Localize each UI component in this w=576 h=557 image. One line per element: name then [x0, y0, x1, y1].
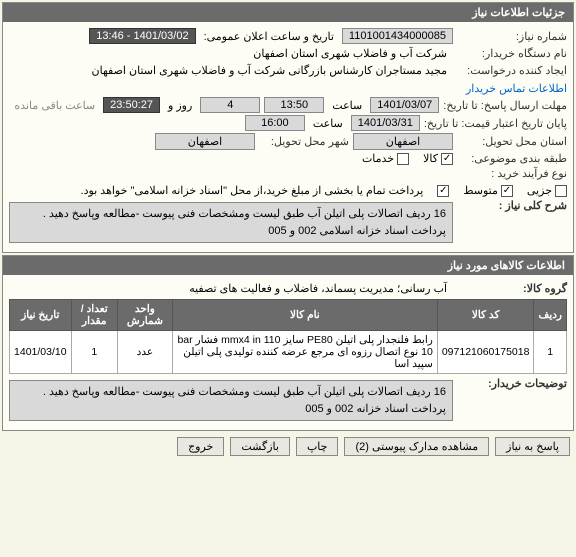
cell-date: 1401/03/10 [10, 331, 72, 374]
jozi-label: جزیی [527, 184, 552, 197]
valid-time: 16:00 [245, 115, 305, 131]
table-header-row: ردیف کد کالا نام کالا واحد شمارش تعداد /… [10, 300, 567, 331]
deadline-label: مهلت ارسال پاسخ: تا تاریخ: [443, 99, 567, 112]
col-unit: واحد شمارش [117, 300, 172, 331]
remain-time: 23:50:27 [103, 97, 160, 113]
group-val: آب رسانی؛ مدیریت پسماند، فاضلاب و فعالیت… [183, 281, 453, 296]
org-label: نام دستگاه خریدار: [457, 47, 567, 60]
reply-button[interactable]: پاسخ به نیاز [495, 437, 570, 456]
announce-label: تاریخ و ساعت اعلان عمومی: [200, 30, 338, 43]
back-button[interactable]: بازگشت [230, 437, 290, 456]
print-button[interactable]: چاپ [296, 437, 339, 456]
checkbox-kala[interactable] [441, 153, 453, 165]
class-lbl: طبقه بندی موضوعی: [457, 152, 567, 165]
need-no-value: 1101001434000085 [342, 28, 453, 44]
col-name: نام کالا [172, 300, 437, 331]
col-code: کد کالا [437, 300, 534, 331]
remain-lbl: ساعت باقی مانده [10, 99, 99, 112]
buy-note: پرداخت تمام یا بخشی از مبلغ خرید،از محل … [81, 184, 424, 197]
action-bar: پاسخ به نیاز مشاهده مدارک پیوستی (2) چاپ… [0, 433, 576, 460]
notes-lbl: توضیحات خریدار: [457, 377, 567, 390]
need-details-panel: جزئیات اطلاعات نیاز شماره نیاز: 11010014… [2, 2, 574, 253]
motevaset-label: متوسط [463, 184, 498, 197]
deadline-time-lbl: ساعت [328, 99, 366, 112]
desc-value: 16 ردیف اتصالات پلی اتیلن آب طبق لیست وم… [9, 202, 453, 243]
cell-unit: عدد [117, 331, 172, 374]
province-need-lbl: استان محل تحویل: [457, 135, 567, 148]
exit-button[interactable]: خروج [177, 437, 224, 456]
attachments-button[interactable]: مشاهده مدارک پیوستی (2) [344, 437, 489, 456]
notes-value: 16 ردیف اتصالات پلی اتیلن آب طبق لیست وم… [9, 380, 453, 421]
checkbox-treasury[interactable] [437, 185, 449, 197]
cell-name: رابط فلنجدار پلی اتیلن PE80 سایز mmx4 in… [172, 331, 437, 374]
deadline-date: 1401/03/07 [370, 97, 439, 113]
col-date: تاریخ نیاز [10, 300, 72, 331]
need-no-label: شماره نیاز: [457, 30, 567, 43]
province-need-val: اصفهان [353, 133, 453, 150]
panel2-header: اطلاعات کالاهای مورد نیاز [3, 256, 573, 275]
table-row[interactable]: 1 097121060175018 رابط فلنجدار پلی اتیلن… [10, 331, 567, 374]
creator-label: ایجاد کننده درخواست: [457, 64, 567, 77]
col-row: ردیف [534, 300, 567, 331]
goods-table: ردیف کد کالا نام کالا واحد شمارش تعداد /… [9, 299, 567, 374]
city-need-val: اصفهان [155, 133, 255, 150]
cell-qty: 1 [71, 331, 117, 374]
cell-code: 097121060175018 [437, 331, 534, 374]
goods-info-panel: اطلاعات کالاهای مورد نیاز گروه کالا: آب … [2, 255, 574, 431]
cell-row: 1 [534, 331, 567, 374]
buy-type-lbl: نوع فرآیند خرید : [457, 167, 567, 180]
kala-label: کالا [423, 152, 438, 165]
valid-time-lbl: ساعت [309, 117, 347, 130]
contact-link[interactable]: اطلاعات تماس خریدار [466, 82, 567, 95]
creator-value: مجید مستاجران کارشناس بازرگانی شرکت آب و… [86, 63, 453, 78]
col-qty: تعداد / مقدار [71, 300, 117, 331]
days-lbl: روز و [164, 99, 196, 112]
panel1-header: جزئیات اطلاعات نیاز [3, 3, 573, 22]
checkbox-khadamat[interactable] [397, 153, 409, 165]
days-value: 4 [200, 97, 260, 113]
valid-label: پایان تاریخ اعتبار قیمت: تا تاریخ: [424, 117, 567, 130]
announce-value: 1401/03/02 - 13:46 [89, 28, 195, 44]
checkbox-jozi[interactable] [555, 185, 567, 197]
desc-lbl: شرح کلی نیاز : [457, 199, 567, 212]
city-need-lbl: شهر محل تحویل: [259, 135, 349, 148]
group-lbl: گروه کالا: [457, 282, 567, 295]
org-value: شرکت آب و فاضلاب شهری استان اصفهان [247, 46, 453, 61]
khadamat-label: خدمات [362, 152, 394, 165]
checkbox-motevaset[interactable] [501, 185, 513, 197]
deadline-time: 13:50 [264, 97, 324, 113]
valid-date: 1401/03/31 [351, 115, 420, 131]
